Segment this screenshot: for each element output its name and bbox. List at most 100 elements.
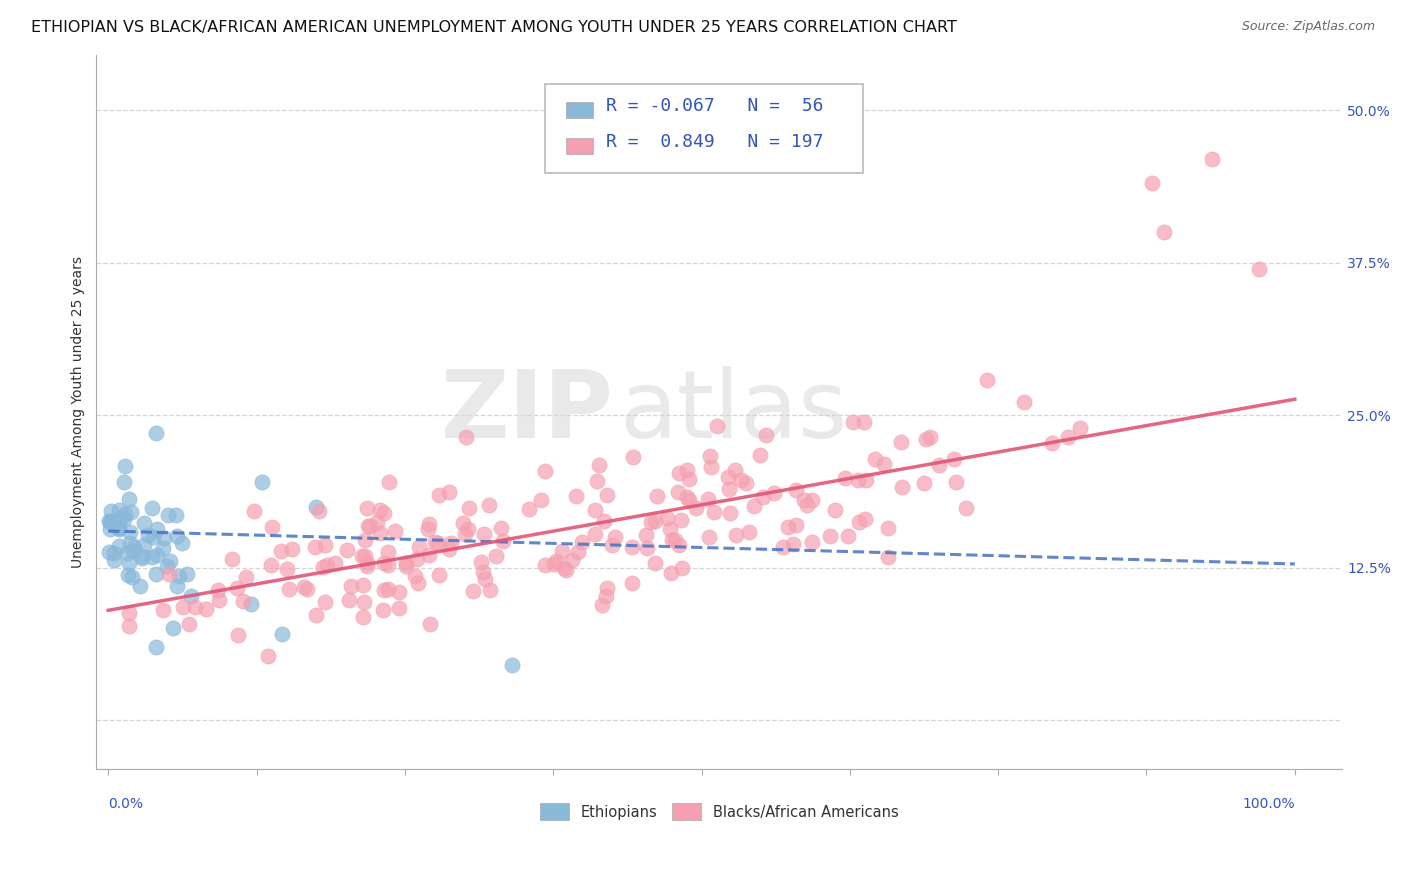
Point (312, 560, 335, 574)
Point (98, 515, 121, 529)
Text: Source: ZipAtlas.com: Source: ZipAtlas.com (1241, 20, 1375, 33)
Point (437, 542, 460, 557)
Point (533, 558, 555, 572)
Point (207, 583, 229, 598)
Point (114, 459, 136, 474)
Point (377, 558, 399, 572)
Point (325, 556, 347, 570)
Point (118, 524, 141, 539)
Point (98, 522, 121, 536)
Point (772, 540, 794, 554)
Point (890, 434, 912, 449)
Point (561, 553, 583, 567)
Point (354, 533, 377, 548)
Point (305, 500, 328, 514)
Point (131, 551, 153, 566)
Point (793, 493, 815, 508)
Point (457, 500, 479, 515)
Point (655, 511, 678, 525)
Point (457, 522, 479, 536)
Point (586, 474, 609, 488)
Y-axis label: Unemployment Among Youth under 25 years: Unemployment Among Youth under 25 years (72, 256, 86, 568)
Point (156, 558, 179, 573)
Point (470, 555, 492, 569)
Point (717, 470, 740, 484)
Point (640, 515, 662, 529)
Point (696, 492, 718, 507)
Point (228, 628, 250, 642)
Point (479, 582, 502, 597)
Text: atlas: atlas (620, 366, 848, 458)
Point (132, 516, 155, 530)
Point (725, 528, 748, 542)
Point (676, 463, 699, 477)
Point (103, 553, 125, 567)
Point (406, 551, 429, 566)
Point (718, 506, 741, 520)
Point (112, 475, 135, 489)
Point (207, 593, 229, 607)
Point (423, 534, 446, 549)
Point (800, 492, 823, 507)
Point (235, 570, 257, 584)
Point (749, 448, 772, 462)
Point (697, 530, 720, 544)
Point (276, 562, 298, 576)
Point (124, 540, 146, 554)
Point (373, 583, 395, 598)
Point (131, 549, 153, 564)
Point (848, 515, 870, 529)
Point (595, 589, 617, 603)
Point (543, 557, 565, 571)
Text: ETHIOPIAN VS BLACK/AFRICAN AMERICAN UNEMPLOYMENT AMONG YOUTH UNDER 25 YEARS CORR: ETHIOPIAN VS BLACK/AFRICAN AMERICAN UNEM… (31, 20, 957, 35)
Point (873, 457, 896, 471)
Point (98, 545, 121, 559)
Point (915, 432, 938, 446)
Point (103, 546, 125, 560)
Point (141, 501, 163, 516)
Point (308, 503, 330, 517)
Point (564, 489, 586, 503)
Point (418, 517, 440, 532)
Point (418, 549, 440, 563)
Point (129, 579, 152, 593)
Point (112, 512, 135, 526)
Point (492, 534, 515, 549)
Point (600, 538, 623, 552)
Point (239, 597, 262, 611)
Point (669, 513, 692, 527)
Point (659, 522, 682, 536)
Point (107, 520, 129, 534)
Point (685, 501, 707, 516)
Point (162, 621, 184, 635)
Point (945, 475, 967, 489)
Point (846, 473, 869, 487)
Point (295, 582, 318, 597)
Point (785, 483, 807, 497)
Point (678, 493, 700, 508)
Point (180, 589, 202, 603)
Point (553, 561, 575, 575)
Point (842, 416, 865, 430)
Point (194, 602, 217, 616)
Point (530, 493, 553, 508)
Point (373, 603, 395, 617)
Point (427, 568, 450, 582)
Point (177, 617, 200, 632)
Point (357, 518, 380, 533)
FancyBboxPatch shape (567, 103, 593, 118)
FancyBboxPatch shape (567, 138, 593, 153)
Point (270, 544, 292, 558)
Point (339, 592, 361, 607)
Point (645, 489, 668, 503)
Point (157, 508, 180, 523)
Point (1069, 421, 1091, 435)
Point (356, 500, 378, 515)
Point (644, 514, 666, 528)
Point (110, 511, 132, 525)
Point (534, 464, 557, 478)
Point (644, 556, 666, 570)
Point (226, 581, 249, 595)
Point (152, 541, 174, 556)
Point (585, 526, 607, 541)
